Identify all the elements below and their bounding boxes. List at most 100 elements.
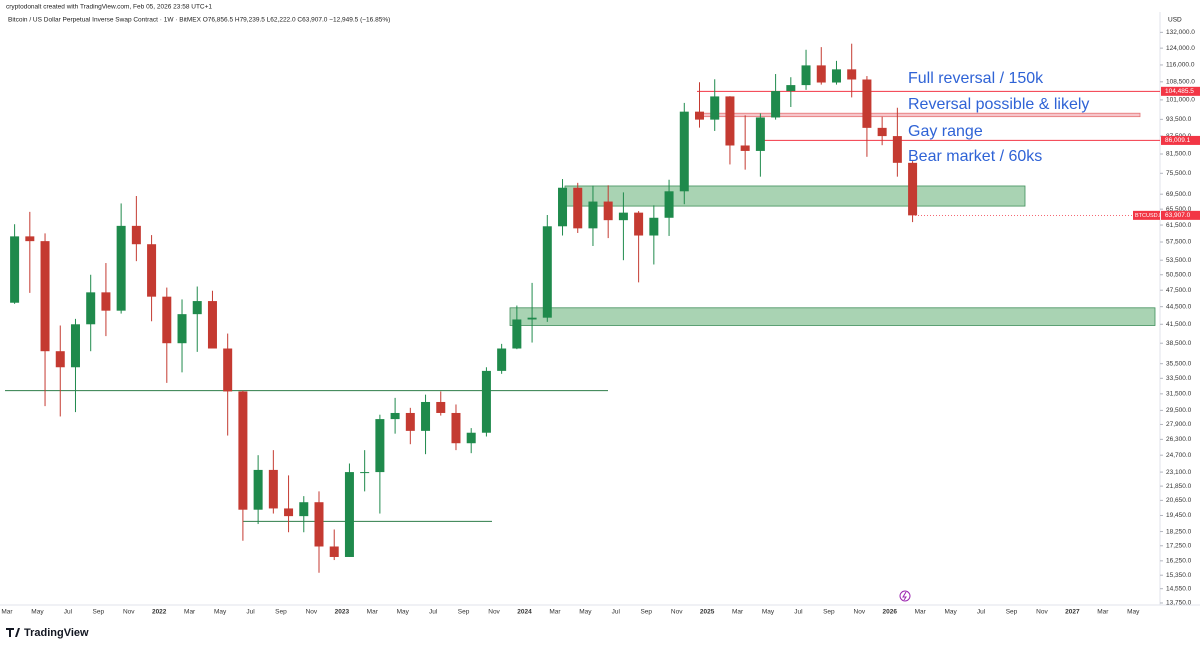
- candle-body: [847, 69, 857, 80]
- x-tick-label: Mar: [1, 609, 13, 616]
- y-tick-label: 93,500.0: [1166, 116, 1192, 123]
- candle-body: [40, 241, 50, 352]
- y-tick-label: 38,500.0: [1166, 340, 1192, 347]
- candle-body: [892, 136, 902, 163]
- candle-body: [192, 301, 202, 315]
- candle-body: [771, 91, 781, 118]
- y-tick-label: 23,100.0: [1166, 469, 1192, 476]
- x-tick-label: Nov: [306, 609, 318, 616]
- x-tick-label: Jul: [977, 609, 986, 616]
- candle-body: [786, 85, 796, 92]
- y-tick-label: 31,500.0: [1166, 391, 1192, 398]
- candle-body: [86, 292, 96, 325]
- x-tick-label: 2022: [152, 609, 167, 616]
- x-tick-label: Mar: [732, 609, 744, 616]
- x-tick-label: May: [944, 609, 957, 616]
- currency: USD: [1168, 17, 1182, 24]
- y-tick-label: 20,650.0: [1166, 497, 1192, 504]
- y-tick-label: 44,500.0: [1166, 303, 1192, 310]
- x-tick-label: Sep: [275, 609, 287, 616]
- y-tick-label: 81,500.0: [1166, 151, 1192, 158]
- candle-body: [147, 244, 157, 297]
- candle-body: [512, 319, 522, 349]
- x-tick-label: 2027: [1065, 609, 1080, 616]
- candle-body: [862, 79, 872, 128]
- annotation: Full reversal / 150k: [908, 70, 1044, 87]
- x-tick-label: May: [397, 609, 410, 616]
- candle-body: [223, 348, 233, 392]
- candle-body: [162, 296, 172, 344]
- x-tick-label: Jul: [612, 609, 621, 616]
- y-tick-label: 57,500.0: [1166, 239, 1192, 246]
- brand: TradingView: [24, 627, 89, 639]
- candle-body: [360, 472, 370, 474]
- x-tick-label: Sep: [458, 609, 470, 616]
- y-tick-label: 61,500.0: [1166, 222, 1192, 229]
- candle-body: [268, 469, 278, 509]
- y-tick-label: 19,450.0: [1166, 512, 1192, 519]
- symbol-label: BTCUSD.P: [1135, 213, 1163, 219]
- y-tick-label: 132,000.0: [1166, 29, 1195, 36]
- y-tick-label: 18,250.0: [1166, 528, 1192, 535]
- candle-body: [649, 217, 659, 236]
- candle-body: [344, 472, 354, 557]
- candle-body: [25, 236, 35, 242]
- candle-body: [527, 317, 537, 320]
- y-tick-label: 24,700.0: [1166, 452, 1192, 459]
- annotation: Gay range: [908, 123, 983, 140]
- x-tick-label: 2026: [883, 609, 898, 616]
- y-tick-label: 21,850.0: [1166, 483, 1192, 490]
- x-tick-label: 2025: [700, 609, 715, 616]
- y-tick-label: 47,500.0: [1166, 287, 1192, 294]
- candle-body: [10, 236, 20, 303]
- x-tick-label: May: [31, 609, 44, 616]
- y-tick-label: 65,500.0: [1166, 206, 1192, 213]
- y-tick-label: 16,250.0: [1166, 558, 1192, 565]
- annotation: Bear market / 60ks: [908, 148, 1042, 165]
- candle-body: [573, 187, 583, 229]
- x-tick-label: Mar: [184, 609, 196, 616]
- x-tick-label: Mar: [367, 609, 379, 616]
- candle-body: [375, 419, 385, 473]
- candle-body: [238, 391, 248, 510]
- candle-body: [816, 65, 826, 83]
- candle-body: [421, 401, 431, 431]
- x-tick-label: 2024: [517, 609, 532, 616]
- candle-body: [253, 469, 263, 510]
- candle-body: [695, 111, 704, 120]
- x-tick-label: May: [1127, 609, 1140, 616]
- level-label: 104,485.5: [1165, 88, 1194, 95]
- y-tick-label: 50,500.0: [1166, 271, 1192, 278]
- level-tag: [1161, 135, 1200, 145]
- y-tick-label: 17,250.0: [1166, 542, 1192, 549]
- x-tick-label: May: [579, 609, 592, 616]
- x-tick-label: Sep: [93, 609, 105, 616]
- candle-body: [329, 546, 339, 557]
- zone: [509, 307, 1156, 326]
- x-tick-label: Jul: [246, 609, 255, 616]
- candle-body: [603, 201, 613, 221]
- candle-body: [664, 191, 674, 218]
- y-tick-label: 29,500.0: [1166, 407, 1192, 414]
- candle-body: [542, 226, 552, 318]
- y-tick-label: 41,500.0: [1166, 321, 1192, 328]
- x-tick-label: Sep: [823, 609, 835, 616]
- candle-body: [710, 96, 720, 120]
- level-tag: [1161, 86, 1200, 96]
- zone: [564, 185, 1026, 207]
- candle-body: [588, 201, 598, 229]
- candle-body: [101, 292, 111, 311]
- x-tick-label: Mar: [915, 609, 927, 616]
- x-tick-label: May: [214, 609, 227, 616]
- y-tick-label: 15,350.0: [1166, 572, 1192, 579]
- y-tick-label: 26,300.0: [1166, 436, 1192, 443]
- candle-body: [299, 502, 309, 517]
- candle-body: [284, 508, 294, 517]
- candle-body: [70, 324, 80, 368]
- y-tick-label: 13,750.0: [1166, 600, 1192, 607]
- x-tick-label: Sep: [1006, 609, 1018, 616]
- x-tick-label: Nov: [123, 609, 135, 616]
- candle-body: [497, 348, 507, 371]
- candle-body: [740, 145, 750, 151]
- x-tick-label: Jul: [64, 609, 73, 616]
